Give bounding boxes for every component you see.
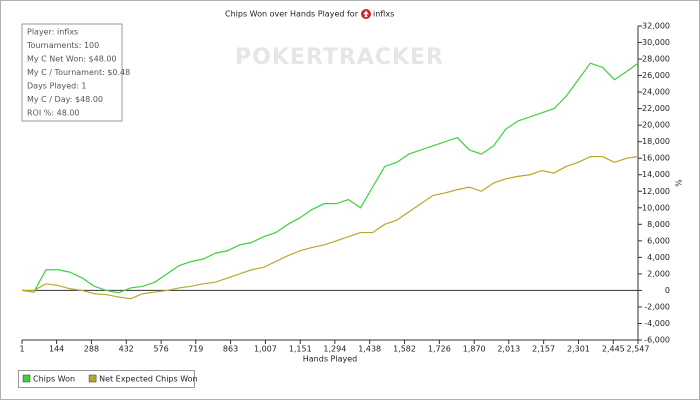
y-tick-label: 0 [665, 286, 670, 295]
y-tick-label: 6,000 [647, 236, 670, 245]
stats-box: Player: inflxs Tournaments: 100 My C Net W… [21, 23, 130, 122]
x-tick-label: 1,582 [393, 345, 416, 354]
x-tick-label: 1,151 [289, 345, 312, 354]
x-tick-label: 1,870 [463, 345, 486, 354]
x-axis-label: Hands Played [303, 355, 357, 364]
y-tick-label: 28,000 [642, 55, 670, 64]
y-tick-label: -4,000 [644, 319, 670, 328]
stats-line: Player: inflxs [27, 28, 78, 37]
x-tick-label: 1,438 [358, 345, 381, 354]
legend-swatch [88, 374, 97, 383]
y-axis-label: % [674, 179, 683, 187]
y-tick-label: 12,000 [642, 187, 670, 196]
stats-line: Tournaments: 100 [26, 41, 99, 50]
stats-box-frame [21, 23, 123, 122]
legend-label: Net Expected Chips Won [99, 375, 198, 384]
x-tick-label: 1,294 [323, 345, 346, 354]
y-tick-label: 16,000 [642, 154, 670, 163]
x-tick-label: 432 [119, 345, 134, 354]
y-tick-label: 24,000 [642, 88, 670, 97]
x-tick-label: 2,013 [497, 345, 520, 354]
y-tick-label: 20,000 [642, 121, 670, 130]
chart-title-player: inflxs [373, 10, 394, 19]
x-tick-label: 2,445 [602, 345, 625, 354]
x-tick-label: 1,726 [428, 345, 451, 354]
x-tick-label: 2,547 [627, 345, 650, 354]
series-line [21, 62, 639, 294]
legend-frame [18, 370, 195, 388]
y-tick-label: 4,000 [647, 253, 670, 262]
player-icon [361, 9, 371, 19]
x-tick-label: 2,301 [567, 345, 590, 354]
stats-line: Days Played: 1 [27, 82, 87, 91]
x-tick-label: 863 [223, 345, 238, 354]
x-tick-label: 576 [153, 345, 168, 354]
y-tick-label: 32,000 [642, 22, 670, 31]
chart-title: Chips Won over Hands Played for [225, 10, 359, 19]
series-line [22, 155, 639, 300]
y-tick-label: 26,000 [642, 71, 670, 80]
x-tick-label: 1,007 [254, 345, 277, 354]
stats-line: ROI %: 48.00 [27, 109, 80, 118]
y-tick-label: -6,000 [644, 336, 670, 345]
x-tick-label: 719 [188, 345, 203, 354]
x-tick-label: 144 [49, 345, 64, 354]
x-tick-label: 2,157 [532, 345, 555, 354]
legend-label: Chips Won [33, 375, 75, 384]
legend-swatch [22, 374, 31, 383]
y-tick-label: 18,000 [642, 137, 670, 146]
x-tick-label: 288 [84, 345, 99, 354]
y-tick-label: -2,000 [644, 302, 670, 311]
y-tick-label: 2,000 [647, 269, 670, 278]
watermark: POKERTRACKER [235, 45, 444, 70]
y-tick-label: 8,000 [647, 220, 670, 229]
stats-line: My C / Day: $48.00 [27, 95, 103, 104]
y-tick-label: 14,000 [642, 170, 670, 179]
y-tick-label: 22,000 [642, 104, 670, 113]
legend: Chips Won Net Expected Chips Won [18, 370, 198, 388]
stats-line: My C Net Won: $48.00 [27, 55, 117, 64]
y-tick-label: 30,000 [642, 38, 670, 47]
stats-line: My C / Tournament: $0.48 [27, 68, 130, 77]
x-tick-label: 1 [19, 345, 24, 354]
y-tick-label: 10,000 [642, 203, 670, 212]
